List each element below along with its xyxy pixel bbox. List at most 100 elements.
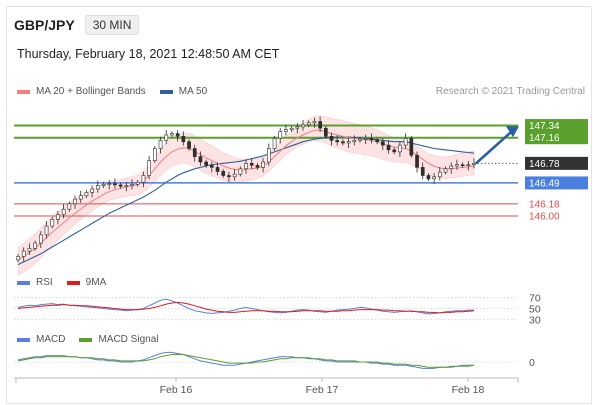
price-label-146.00: 146.00 bbox=[529, 212, 560, 223]
legend-item-ma20: MA 20 + Bollinger Bands bbox=[17, 86, 146, 97]
price-label-147.34: 147.34 bbox=[529, 121, 560, 132]
candle-body bbox=[443, 168, 448, 173]
macd-tick-0: 0 bbox=[529, 357, 535, 369]
candle-body bbox=[16, 256, 20, 261]
candle-body bbox=[164, 134, 169, 141]
legend-item-9ma: 9MA bbox=[66, 277, 107, 288]
candle-body bbox=[215, 167, 220, 172]
candle-body bbox=[289, 127, 294, 130]
rsi-tick-50: 50 bbox=[529, 304, 541, 316]
candle-body bbox=[301, 124, 305, 128]
candle-body bbox=[130, 184, 134, 187]
candle-body bbox=[312, 121, 317, 124]
legend-item-macd: MACD bbox=[17, 334, 65, 345]
candle-body bbox=[204, 161, 209, 166]
candle-body bbox=[420, 167, 425, 176]
projection-arrow-line bbox=[475, 129, 514, 165]
candle-body bbox=[392, 149, 397, 153]
price-label-146.78: 146.78 bbox=[529, 159, 560, 170]
rsi-tick-30: 30 bbox=[529, 315, 541, 327]
candle-body bbox=[181, 136, 186, 143]
x-tick-label: Feb 18 bbox=[452, 384, 485, 396]
legend-swatch-ma20 bbox=[17, 89, 30, 94]
legend-label-rsi: RSI bbox=[36, 277, 53, 288]
candle-body bbox=[278, 131, 283, 139]
candle-body bbox=[249, 163, 254, 166]
candle-body bbox=[192, 148, 197, 157]
symbol-title: GBP/JPY bbox=[14, 17, 75, 33]
candle-body bbox=[175, 133, 180, 137]
candle-body bbox=[306, 122, 311, 126]
candle-body bbox=[147, 160, 152, 176]
research-credit: Research © 2021 Trading Central bbox=[435, 86, 585, 97]
candle-body bbox=[432, 176, 437, 180]
candle-body bbox=[466, 164, 471, 166]
legend-label-macd-signal: MACD Signal bbox=[98, 334, 159, 345]
candle-body bbox=[50, 219, 55, 227]
x-tick-label: Feb 16 bbox=[160, 384, 193, 396]
candle-body bbox=[358, 138, 362, 141]
macd-legend: MACD MACD Signal bbox=[17, 334, 172, 345]
price-label-box-146.78 bbox=[525, 156, 588, 170]
candle-body bbox=[67, 203, 72, 210]
candle-body bbox=[113, 183, 117, 186]
projection-arrow-head bbox=[506, 126, 519, 138]
candle-body bbox=[398, 144, 402, 153]
candle-body bbox=[346, 141, 351, 144]
candle-body bbox=[232, 173, 237, 178]
legend-item-macd-signal: MACD Signal bbox=[79, 334, 158, 345]
candle-body bbox=[255, 165, 260, 168]
candle-body bbox=[27, 248, 32, 252]
candle-body bbox=[84, 192, 89, 197]
candle-body bbox=[107, 183, 112, 185]
legend-swatch-ma50 bbox=[159, 89, 173, 94]
candle-body bbox=[380, 141, 385, 146]
candle-body bbox=[238, 168, 243, 175]
candle-body bbox=[369, 138, 374, 141]
candle-body bbox=[352, 140, 357, 143]
candle-body bbox=[73, 198, 77, 205]
candle-body bbox=[266, 148, 271, 163]
candle-body bbox=[170, 133, 174, 136]
candle-body bbox=[341, 141, 345, 144]
price-label-box-147.16 bbox=[525, 131, 588, 145]
legend-swatch-rsi bbox=[17, 280, 30, 285]
candle-body bbox=[21, 250, 26, 257]
candle-body bbox=[460, 164, 465, 166]
candle-body bbox=[415, 154, 419, 168]
legend-swatch-macd bbox=[17, 337, 30, 342]
chart-frame bbox=[6, 6, 592, 404]
price-label-147.16: 147.16 bbox=[529, 133, 560, 144]
legend-swatch-macd-signal bbox=[79, 337, 93, 342]
legend-swatch-9ma bbox=[66, 280, 80, 285]
candle-body bbox=[141, 175, 146, 183]
legend-item-rsi: RSI bbox=[17, 277, 53, 288]
candle-body bbox=[455, 164, 459, 167]
candle-body bbox=[426, 175, 431, 180]
candle-body bbox=[90, 188, 94, 193]
legend-label-ma20: MA 20 + Bollinger Bands bbox=[36, 86, 146, 97]
candle-body bbox=[187, 141, 191, 149]
candle-body bbox=[472, 163, 476, 166]
candle-body bbox=[437, 171, 442, 178]
candle-body bbox=[158, 140, 163, 149]
candle-body bbox=[101, 184, 106, 187]
candle-body bbox=[61, 208, 66, 215]
timestamp: Thursday, February 18, 2021 12:48:50 AM … bbox=[17, 47, 280, 61]
candle-body bbox=[44, 225, 49, 236]
candle-body bbox=[210, 165, 214, 168]
candle-body bbox=[363, 138, 368, 140]
candle-body bbox=[227, 175, 231, 178]
candle-body bbox=[221, 171, 226, 176]
candle-body bbox=[409, 138, 414, 156]
price-label-box-147.34 bbox=[525, 119, 588, 133]
candle-body bbox=[118, 184, 123, 187]
candle-body bbox=[375, 139, 380, 142]
timeframe-badge[interactable]: 30 MIN bbox=[84, 15, 140, 35]
macd-series-macd-signal bbox=[17, 354, 475, 368]
candle-body bbox=[38, 234, 43, 244]
candle-body bbox=[449, 165, 454, 170]
legend-label-9ma: 9MA bbox=[85, 277, 107, 288]
candle-body bbox=[244, 163, 248, 170]
